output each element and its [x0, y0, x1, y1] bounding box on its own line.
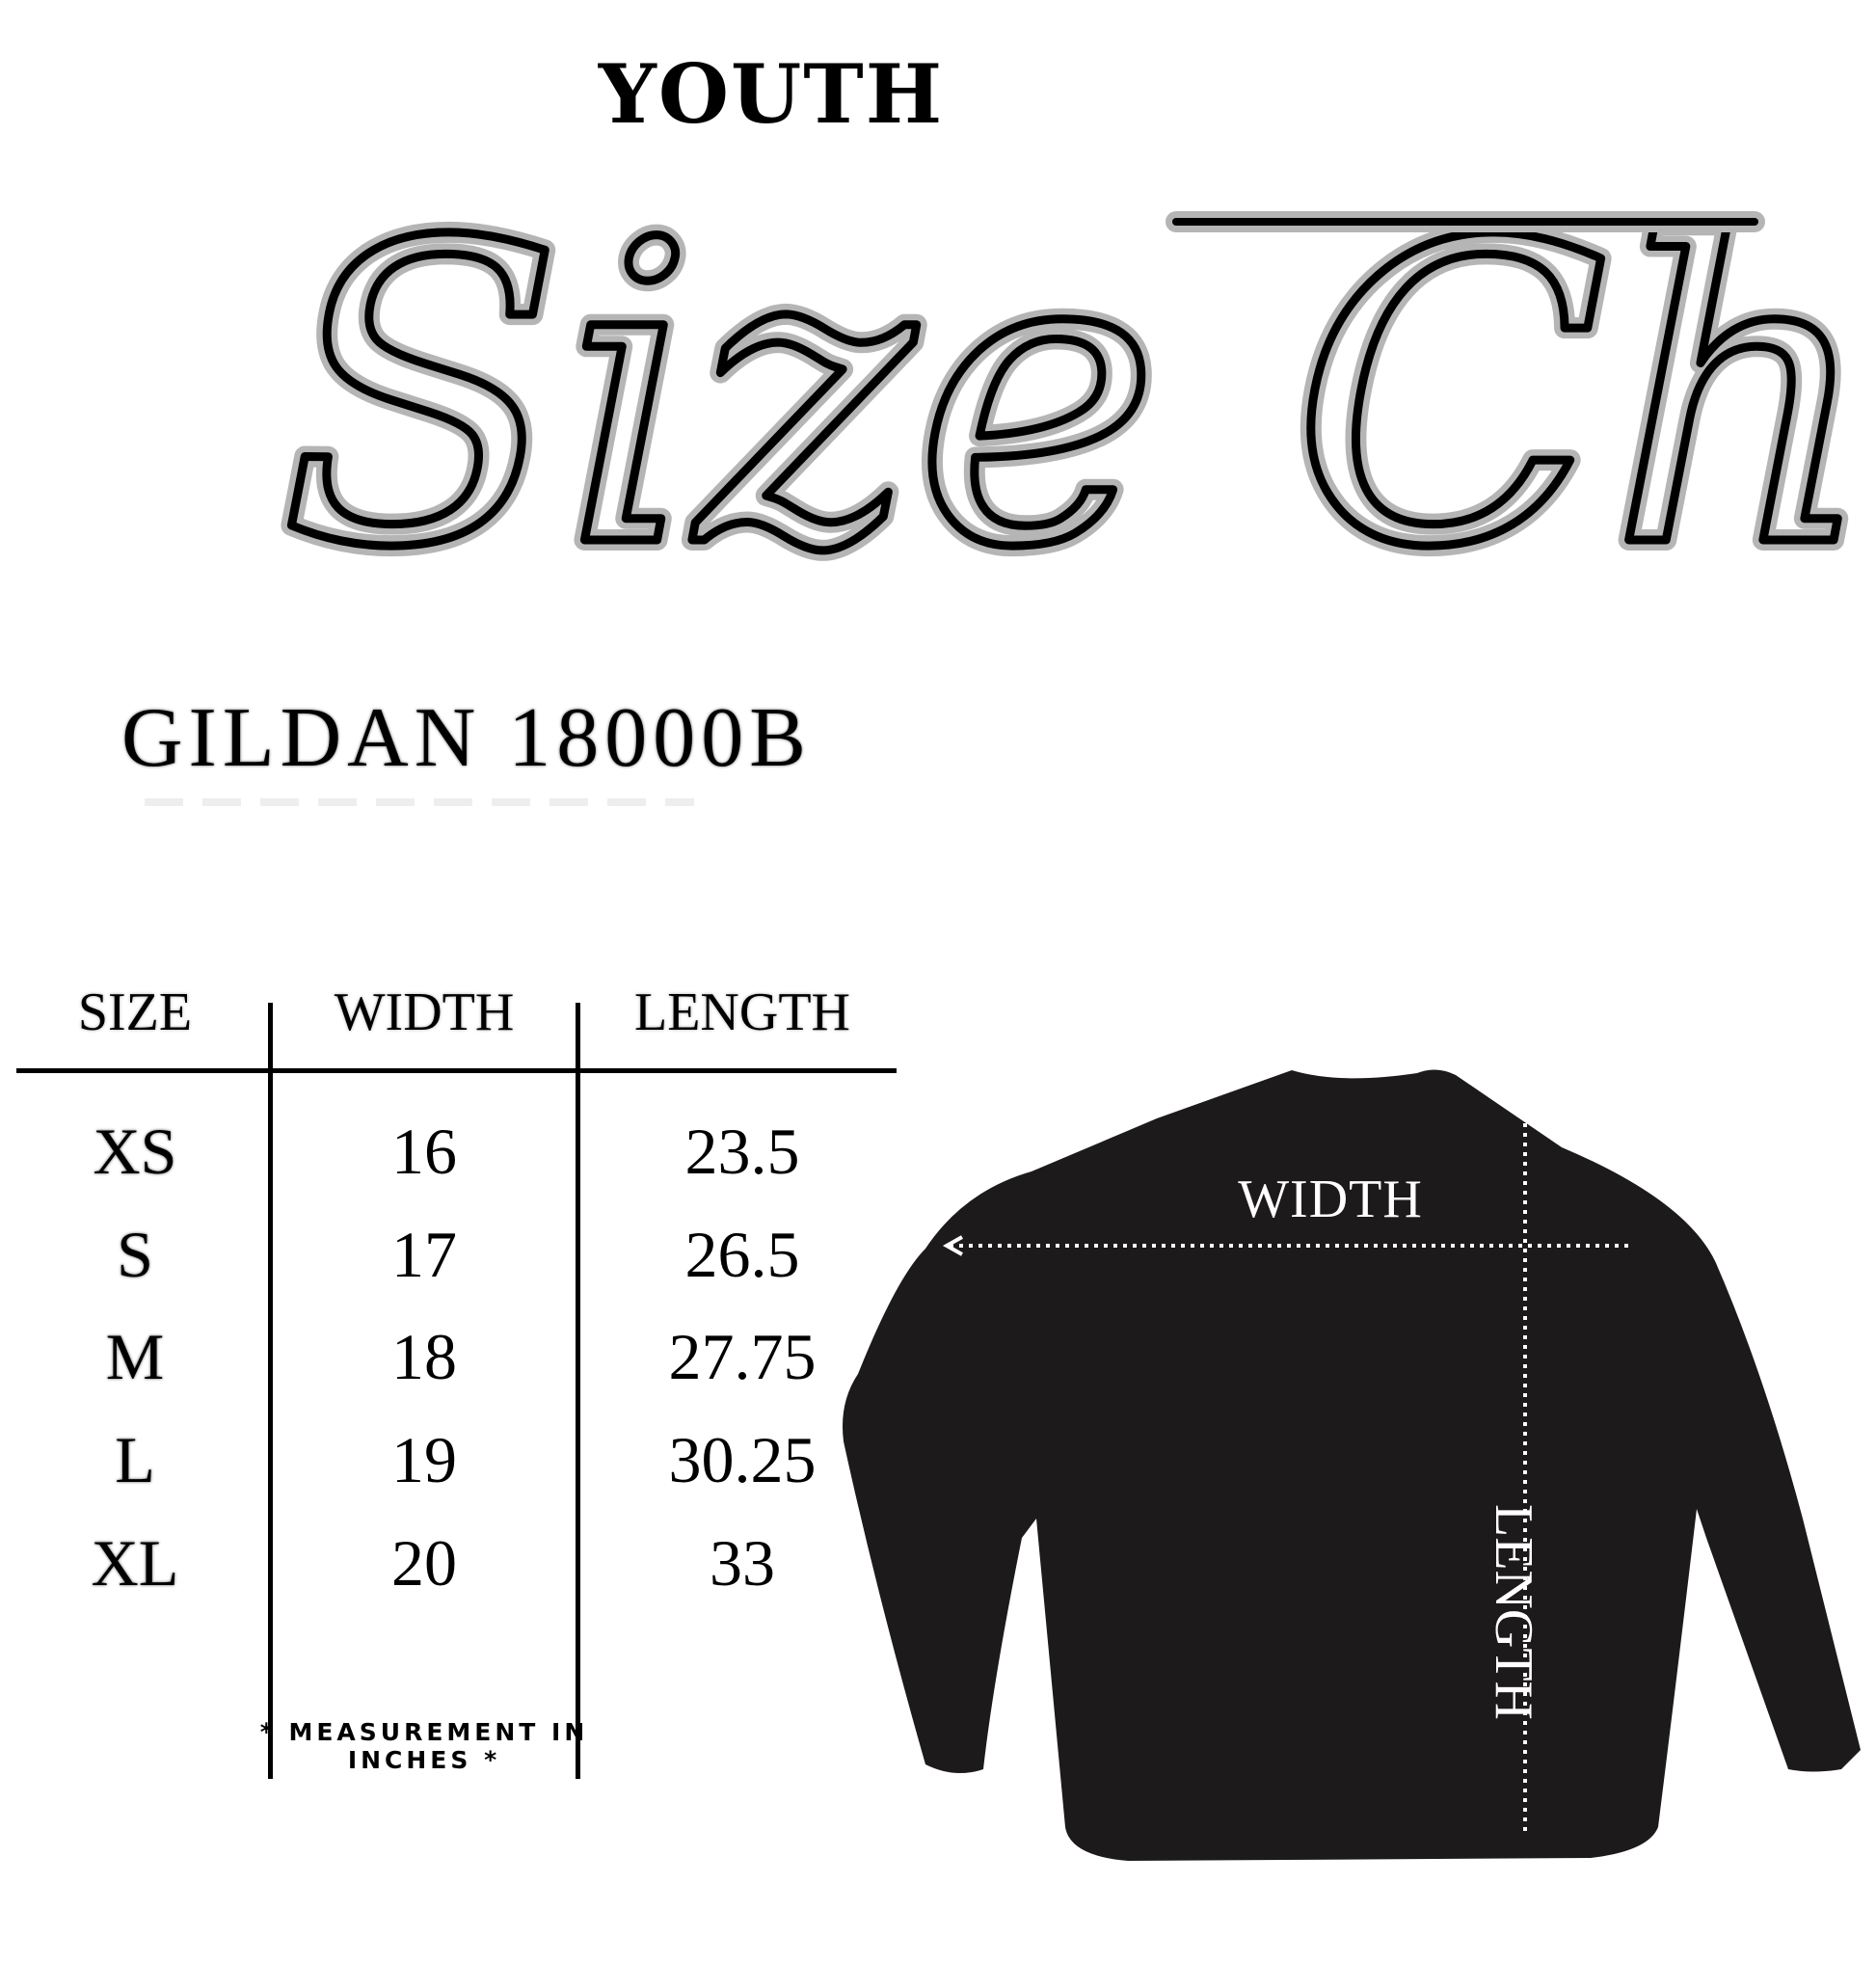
- sweatshirt-shape: [843, 1069, 1861, 1861]
- measurement-footnote: * MEASUREMENT IN INCHES *: [259, 1718, 589, 1774]
- cell-length: 27.75: [668, 1320, 817, 1393]
- width-label: WIDTH: [1238, 1170, 1423, 1229]
- cell-size: M: [105, 1320, 165, 1393]
- length-label: LENGTH: [1484, 1504, 1543, 1720]
- cell-length: 23.5: [684, 1115, 800, 1188]
- cell-size: S: [117, 1218, 153, 1291]
- cell-size: L: [115, 1423, 155, 1496]
- length-arrowhead: [1514, 1095, 1536, 1117]
- cell-length: 26.5: [684, 1218, 800, 1291]
- width-arrowhead: [942, 1235, 963, 1256]
- youth-heading: YOUTH: [598, 46, 945, 142]
- cell-size: XS: [93, 1115, 177, 1188]
- cell-length: 33: [710, 1526, 775, 1600]
- faded-subtitle: [145, 798, 694, 806]
- cell-size: XL: [91, 1526, 179, 1600]
- cell-width: 19: [391, 1423, 457, 1496]
- cell-width: 16: [391, 1115, 457, 1188]
- product-model: GILDAN 18000B: [121, 691, 812, 785]
- cell-length: 30.25: [668, 1423, 817, 1496]
- cell-width: 20: [391, 1526, 457, 1600]
- sweatshirt-diagram: [843, 1069, 1861, 1861]
- header-divider: [16, 1068, 897, 1073]
- cell-width: 18: [391, 1320, 457, 1393]
- column-header-length: LENGTH: [634, 982, 850, 1042]
- column-header-size: SIZE: [77, 982, 193, 1042]
- size-chart-script-title: Size Chart Size Chart: [269, 146, 1876, 636]
- column-header-width: WIDTH: [334, 982, 515, 1042]
- column-divider: [576, 1003, 580, 1779]
- script-title-text: Size Chart: [280, 156, 1876, 636]
- cell-width: 17: [391, 1218, 457, 1291]
- column-divider: [268, 1003, 273, 1779]
